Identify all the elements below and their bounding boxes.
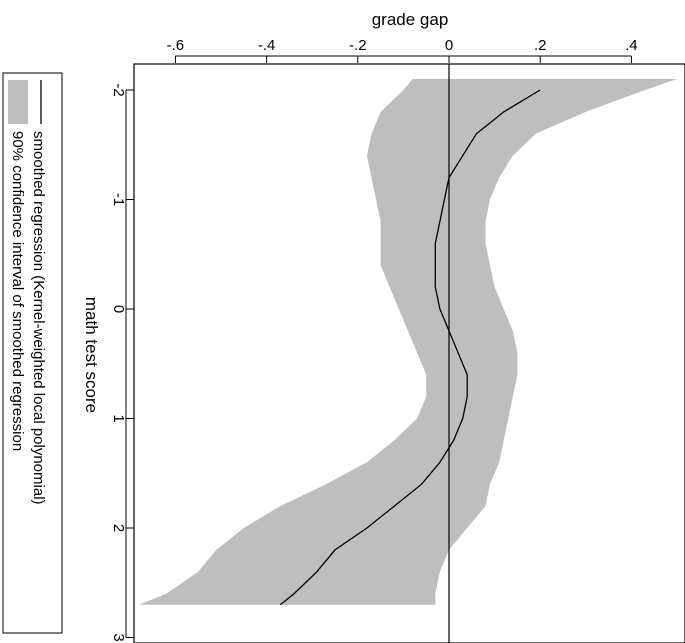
grade-gap-axis-title: grade gap: [372, 10, 449, 29]
legend-label-confidence: 90% confidence interval of smoothed regr…: [9, 131, 26, 451]
math-score-tick-label: -2: [110, 83, 127, 96]
math-score-tick-label: 3: [110, 633, 127, 641]
grade-gap-tick-label: .2: [534, 37, 547, 54]
grade-gap-tick-label: -.6: [167, 37, 185, 54]
grade-gap-tick-label: .4: [625, 37, 638, 54]
math-score-tick-label: 1: [110, 414, 127, 422]
math-score-tick-label: 0: [110, 305, 127, 313]
regression-line: [279, 89, 541, 606]
confidence-band: [138, 79, 677, 605]
grade-gap-tick-label: 0: [445, 37, 453, 54]
grade-gap-tick-label: -.2: [349, 37, 367, 54]
math-test-score-axis: -2 -1 0 1 2 3: [110, 83, 134, 642]
math-test-score-axis-title: math test score: [82, 297, 101, 413]
math-score-tick-label: -1: [110, 193, 127, 206]
plot-frame: [133, 63, 685, 643]
legend-band-swatch: [8, 80, 28, 124]
legend-label-regression: smoothed regression (Kernel-weighted loc…: [30, 131, 47, 505]
legend-box: [2, 72, 63, 634]
grade-gap-axis: -.6 -.4 -.2 0 .2 .4: [167, 37, 638, 63]
math-score-tick-label: 2: [110, 524, 127, 532]
legend: smoothed regression (Kernel-weighted loc…: [2, 72, 63, 634]
grade-gap-tick-label: -.4: [258, 37, 276, 54]
